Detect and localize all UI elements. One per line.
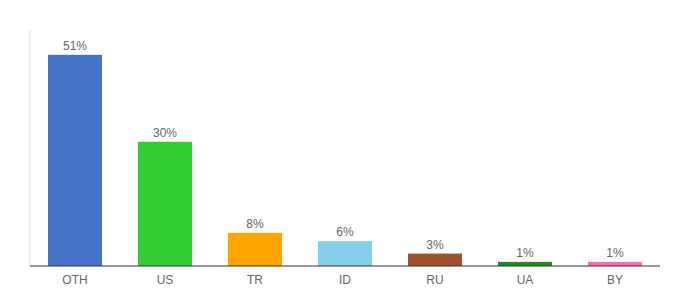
chart: 51% 30% 8% 6% 3% 1% 1% OTH US TR ID RU UA BY — [0, 0, 680, 300]
data-label: 1% — [516, 246, 534, 260]
y-axis-line — [30, 30, 31, 266]
bar — [588, 262, 642, 266]
data-label: 1% — [606, 246, 624, 260]
x-tick-label: TR — [247, 273, 263, 287]
x-tick-label: US — [157, 273, 174, 287]
bar — [228, 233, 282, 266]
bar — [498, 262, 552, 266]
x-tick-label: OTH — [62, 273, 87, 287]
bars — [48, 55, 642, 266]
x-tick-label: BY — [607, 273, 623, 287]
bar — [408, 254, 462, 266]
bar — [48, 55, 102, 266]
data-label: 3% — [426, 238, 444, 252]
bar — [138, 142, 192, 266]
x-axis-line — [30, 265, 660, 266]
x-tick-label: RU — [426, 273, 443, 287]
data-label: 30% — [153, 126, 177, 140]
data-label: 51% — [63, 39, 87, 53]
x-tick-label: ID — [339, 273, 351, 287]
data-labels: 51% 30% 8% 6% 3% 1% 1% — [63, 39, 624, 260]
x-tick-labels: OTH US TR ID RU UA BY — [62, 273, 623, 287]
data-label: 8% — [246, 217, 264, 231]
bar — [318, 241, 372, 266]
x-tick-label: UA — [517, 273, 534, 287]
data-label: 6% — [336, 225, 354, 239]
chart-container: 51% 30% 8% 6% 3% 1% 1% OTH US TR ID RU UA BY — [0, 0, 680, 300]
